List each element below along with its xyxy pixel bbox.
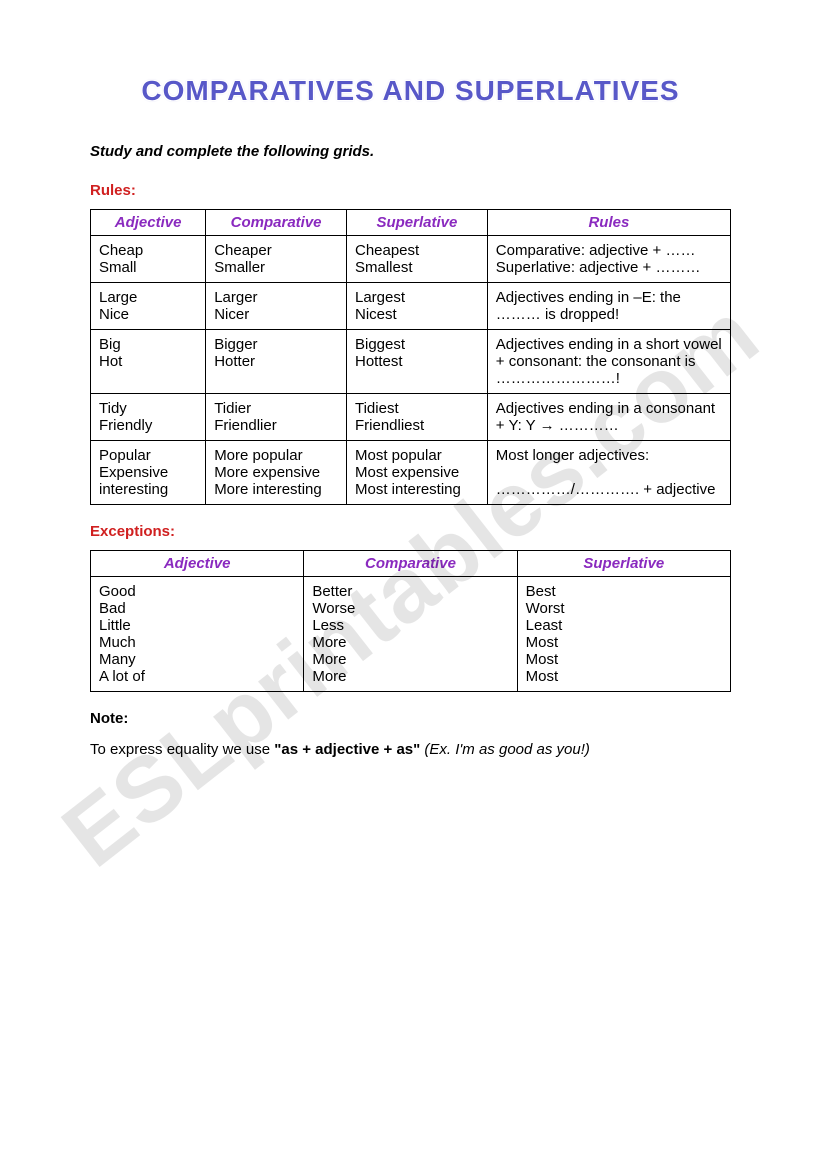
note-label: Note: <box>90 710 731 727</box>
col-header-adjective: Adjective <box>91 210 206 236</box>
table-header-row: Adjective Comparative Superlative Rules <box>91 210 731 236</box>
cell-rule: Comparative: adjective + ……Superlative: … <box>487 236 730 283</box>
exceptions-table: Adjective Comparative Superlative GoodBa… <box>90 550 731 692</box>
exceptions-label: Exceptions: <box>90 523 731 540</box>
cell-adj: BigHot <box>91 330 206 394</box>
note-example: (Ex. I'm as good as you!) <box>420 741 590 758</box>
cell-adj: TidyFriendly <box>91 394 206 441</box>
cell-sup: Most popularMost expensiveMost interesti… <box>346 441 487 505</box>
col-header-superlative: Superlative <box>517 551 730 577</box>
col-header-adjective: Adjective <box>91 551 304 577</box>
col-header-superlative: Superlative <box>346 210 487 236</box>
cell-adjective: GoodBadLittleMuchManyA lot of <box>91 577 304 692</box>
cell-sup: BiggestHottest <box>346 330 487 394</box>
cell-sup: TidiestFriendliest <box>346 394 487 441</box>
table-row: TidyFriendlyTidierFriendlierTidiestFrien… <box>91 394 731 441</box>
page-title: COMPARATIVES AND SUPERLATIVES <box>90 75 731 107</box>
cell-rule: Adjectives ending in a short vowel + con… <box>487 330 730 394</box>
note-bold: "as + adjective + as" <box>274 741 420 758</box>
table-row: CheapSmallCheaperSmallerCheapestSmallest… <box>91 236 731 283</box>
cell-comp: LargerNicer <box>206 283 347 330</box>
note-text: To express equality we use "as + adjecti… <box>90 741 731 758</box>
cell-superlative: BestWorstLeastMostMostMost <box>517 577 730 692</box>
table-row: PopularExpensiveinterestingMore popularM… <box>91 441 731 505</box>
cell-rule: Adjectives ending in –E: the ……… is drop… <box>487 283 730 330</box>
table-header-row: Adjective Comparative Superlative <box>91 551 731 577</box>
table-row: LargeNiceLargerNicerLargestNicestAdjecti… <box>91 283 731 330</box>
cell-comp: CheaperSmaller <box>206 236 347 283</box>
col-header-comparative: Comparative <box>304 551 517 577</box>
cell-rule: Most longer adjectives:……………/…………. + adj… <box>487 441 730 505</box>
cell-comp: BiggerHotter <box>206 330 347 394</box>
cell-adj: PopularExpensiveinteresting <box>91 441 206 505</box>
cell-comp: TidierFriendlier <box>206 394 347 441</box>
cell-rule: Adjectives ending in a consonant + Y: Y … <box>487 394 730 441</box>
rules-label: Rules: <box>90 182 731 199</box>
table-row: GoodBadLittleMuchManyA lot of BetterWors… <box>91 577 731 692</box>
col-header-rules: Rules <box>487 210 730 236</box>
rules-table: Adjective Comparative Superlative Rules … <box>90 209 731 505</box>
cell-comp: More popularMore expensiveMore interesti… <box>206 441 347 505</box>
note-prefix: To express equality we use <box>90 741 274 758</box>
cell-comparative: BetterWorseLessMoreMoreMore <box>304 577 517 692</box>
cell-adj: LargeNice <box>91 283 206 330</box>
cell-sup: CheapestSmallest <box>346 236 487 283</box>
cell-sup: LargestNicest <box>346 283 487 330</box>
col-header-comparative: Comparative <box>206 210 347 236</box>
instruction-text: Study and complete the following grids. <box>90 143 731 160</box>
table-row: BigHotBiggerHotterBiggestHottestAdjectiv… <box>91 330 731 394</box>
cell-adj: CheapSmall <box>91 236 206 283</box>
